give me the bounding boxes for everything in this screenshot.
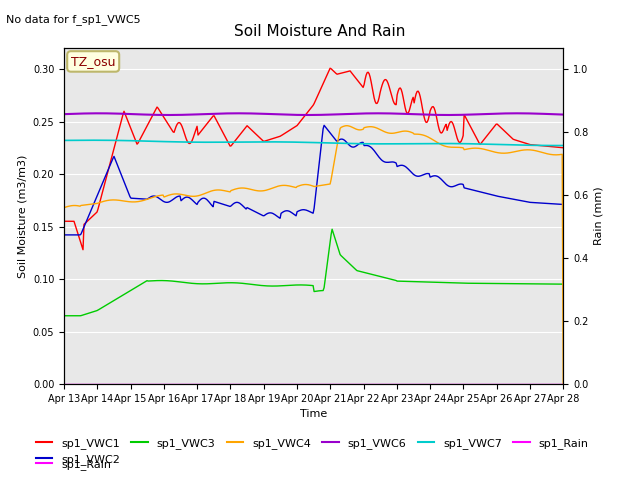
sp1_VWC1	[301, 112, 309, 118]
sp1_VWC7	[358, 141, 366, 146]
Y-axis label: Soil Moisture (m3/m3): Soil Moisture (m3/m3)	[17, 154, 27, 278]
sp1_VWC3	[297, 282, 305, 288]
sp1_VWC6	[60, 111, 68, 117]
sp1_VWC2	[60, 232, 68, 238]
sp1_VWC3	[470, 280, 478, 286]
sp1_Rain	[297, 381, 305, 387]
sp1_VWC2	[470, 188, 478, 193]
sp1_VWC2	[300, 207, 308, 213]
sp1_VWC2	[548, 201, 556, 206]
X-axis label: Time: Time	[300, 409, 327, 419]
sp1_VWC4	[60, 205, 68, 211]
sp1_VWC1	[326, 65, 334, 71]
sp1_VWC2	[320, 122, 328, 128]
sp1_Rain	[547, 381, 555, 387]
sp1_VWC1	[298, 116, 306, 122]
sp1_VWC6	[549, 111, 557, 117]
sp1_VWC3	[300, 282, 308, 288]
sp1_VWC3	[548, 281, 556, 287]
sp1_VWC4	[300, 182, 308, 188]
sp1_VWC2	[297, 207, 305, 213]
sp1_VWC7	[301, 140, 309, 145]
sp1_VWC7	[548, 143, 556, 148]
Y-axis label: Rain (mm): Rain (mm)	[594, 187, 604, 245]
sp1_VWC1	[60, 218, 68, 224]
sp1_VWC3	[332, 236, 339, 241]
Line: sp1_VWC2: sp1_VWC2	[64, 125, 563, 235]
Line: sp1_VWC3: sp1_VWC3	[64, 229, 563, 316]
sp1_VWC4	[358, 127, 366, 132]
sp1_VWC6	[332, 111, 339, 117]
sp1_VWC7	[89, 137, 97, 143]
sp1_VWC4	[297, 182, 305, 188]
sp1_VWC4	[559, 381, 567, 387]
sp1_VWC1	[79, 247, 87, 252]
sp1_VWC7	[559, 143, 567, 148]
sp1_VWC6	[513, 110, 521, 116]
sp1_VWC6	[470, 111, 478, 117]
sp1_VWC1	[549, 144, 557, 150]
sp1_Rain	[469, 381, 477, 387]
sp1_VWC6	[304, 112, 312, 118]
Text: No data for f_sp1_VWC5: No data for f_sp1_VWC5	[6, 14, 141, 25]
sp1_VWC7	[554, 143, 562, 148]
sp1_VWC6	[559, 112, 567, 118]
sp1_VWC7	[470, 141, 478, 147]
sp1_VWC3	[358, 269, 366, 275]
sp1_VWC4	[470, 145, 478, 151]
sp1_VWC3	[328, 227, 336, 232]
sp1_VWC6	[297, 112, 305, 118]
sp1_VWC7	[298, 139, 306, 145]
sp1_VWC4	[330, 160, 338, 166]
sp1_VWC3	[60, 313, 68, 319]
sp1_VWC4	[548, 152, 556, 157]
sp1_Rain	[300, 381, 308, 387]
sp1_VWC1	[359, 84, 367, 90]
Line: sp1_VWC6: sp1_VWC6	[64, 113, 563, 115]
sp1_Rain	[357, 381, 365, 387]
Legend: sp1_VWC1, sp1_VWC2, sp1_VWC3, sp1_VWC4, sp1_VWC6, sp1_VWC7, sp1_Rain: sp1_VWC1, sp1_VWC2, sp1_VWC3, sp1_VWC4, …	[31, 433, 593, 469]
sp1_VWC4	[343, 123, 351, 129]
Text: TZ_osu: TZ_osu	[71, 55, 115, 68]
sp1_Rain	[330, 381, 338, 387]
sp1_Rain	[559, 381, 567, 387]
Legend: sp1_Rain: sp1_Rain	[31, 455, 116, 474]
Line: sp1_VWC4: sp1_VWC4	[64, 126, 563, 384]
sp1_VWC7	[60, 138, 68, 144]
sp1_VWC1	[332, 71, 340, 76]
sp1_VWC1	[559, 145, 567, 151]
Line: sp1_VWC1: sp1_VWC1	[64, 68, 563, 250]
sp1_VWC2	[332, 136, 339, 142]
sp1_VWC2	[559, 202, 567, 207]
sp1_Rain	[60, 381, 68, 387]
sp1_VWC7	[332, 140, 339, 146]
sp1_VWC2	[358, 140, 366, 145]
sp1_VWC6	[358, 110, 366, 116]
Line: sp1_VWC7: sp1_VWC7	[64, 140, 563, 145]
sp1_VWC6	[300, 112, 308, 118]
sp1_VWC3	[559, 281, 567, 287]
Text: Soil Moisture And Rain: Soil Moisture And Rain	[234, 24, 406, 39]
sp1_VWC1	[471, 132, 479, 138]
